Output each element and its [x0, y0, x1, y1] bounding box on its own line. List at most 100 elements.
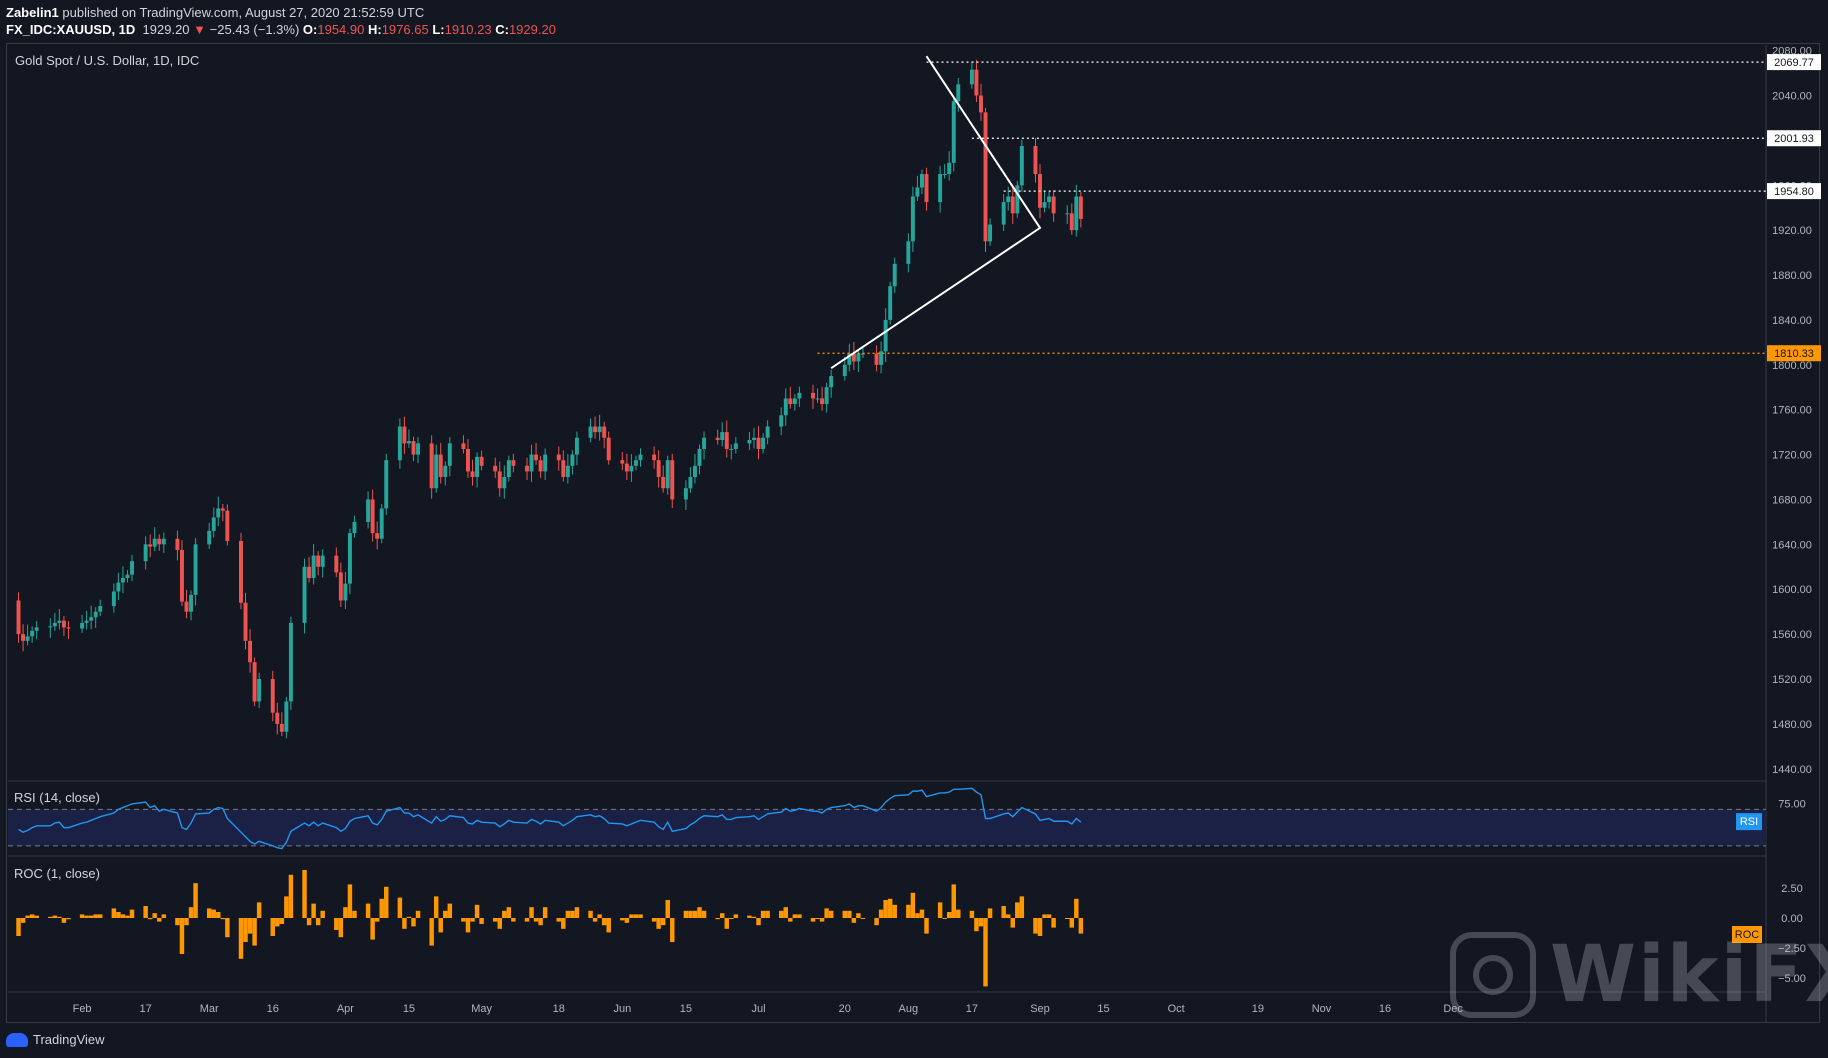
roc-bar — [447, 903, 453, 918]
candle-body — [1019, 145, 1024, 186]
roc-bar — [288, 874, 294, 918]
candle-body — [702, 437, 707, 449]
candle-body — [570, 454, 575, 466]
roc-bar — [956, 909, 961, 918]
roc-bar — [88, 915, 94, 918]
roc-bar — [1042, 914, 1047, 918]
candle-body — [969, 69, 974, 85]
candle-body — [370, 499, 375, 534]
roc-bar — [120, 914, 126, 918]
x-tick-label: 16 — [267, 1003, 279, 1015]
roc-bar — [1015, 902, 1020, 918]
candle-body — [606, 437, 611, 461]
x-tick-label: Sep — [1030, 1003, 1050, 1015]
roc-bar — [243, 918, 248, 942]
candle-body — [906, 241, 911, 264]
candle-body — [683, 488, 688, 500]
roc-bar — [651, 918, 657, 922]
candle-body — [661, 477, 666, 489]
author-name[interactable]: Zabelin1 — [6, 5, 59, 20]
candle-body — [856, 353, 861, 362]
candle-body — [756, 437, 761, 449]
candle-body — [84, 620, 89, 623]
candle-body — [752, 437, 756, 440]
roc-bar — [856, 913, 861, 918]
roc-bar — [429, 918, 434, 946]
candle-body — [148, 544, 153, 547]
candle-body — [820, 398, 825, 405]
rsi-pane-title: RSI (14, close) — [14, 790, 100, 805]
candle-body — [1010, 196, 1015, 214]
roc-bar — [443, 910, 448, 918]
candle-body — [879, 351, 884, 365]
roc-bar — [225, 918, 230, 938]
candle-body — [239, 540, 243, 603]
y-tick-label: 1800.00 — [1772, 360, 1812, 372]
roc-bar — [143, 906, 148, 918]
roc-bar — [910, 892, 916, 918]
candle-body — [851, 353, 856, 362]
candle-body — [152, 538, 157, 547]
roc-bar — [624, 918, 630, 923]
candle-body — [874, 353, 879, 365]
main-pane-title: Gold Spot / U.S. Dollar, 1D, IDC — [15, 53, 200, 68]
roc-bar — [729, 918, 734, 919]
roc-bar — [987, 908, 993, 918]
candle-body — [638, 454, 643, 461]
candle-body — [338, 572, 343, 601]
watermark: WikiFX — [1450, 930, 1828, 1020]
candle-body — [1033, 145, 1038, 175]
candle-body — [792, 398, 797, 405]
roc-bar — [338, 918, 344, 938]
roc-bar — [29, 914, 35, 918]
roc-bar — [461, 918, 466, 922]
candle-body — [847, 353, 852, 365]
tradingview-logo[interactable]: TradingView — [6, 1032, 105, 1047]
y-tick-label: 1720.00 — [1772, 450, 1812, 462]
candle-body — [416, 443, 421, 455]
y-tick-label: 1640.00 — [1772, 539, 1812, 551]
candle-body — [888, 286, 893, 320]
candle-body — [733, 443, 738, 449]
roc-bar — [629, 914, 634, 918]
candle-body — [434, 454, 439, 489]
roc-bar — [193, 883, 198, 918]
roc-bar — [98, 914, 103, 918]
candle-body — [116, 582, 121, 592]
x-tick-label: 15 — [680, 1003, 692, 1015]
roc-bar — [860, 918, 866, 919]
candle-body — [397, 426, 402, 461]
x-tick-label: Aug — [899, 1003, 919, 1015]
roc-bar — [284, 896, 289, 918]
candle-body — [1078, 196, 1083, 219]
roc-bar — [633, 914, 639, 918]
price-label-text: 1810.33 — [1774, 348, 1814, 360]
x-tick-label: Feb — [73, 1003, 92, 1015]
roc-bar — [701, 910, 707, 918]
roc-bar — [601, 918, 607, 926]
roc-bar — [157, 918, 162, 922]
roc-bar — [788, 918, 793, 922]
y-tick-label: 2040.00 — [1772, 90, 1812, 102]
x-tick-label: May — [471, 1003, 492, 1015]
roc-bar — [1001, 906, 1006, 918]
roc-bar — [125, 915, 130, 918]
price-change: −25.43 (−1.3%) — [209, 22, 300, 37]
candle-body — [620, 460, 625, 464]
x-tick-label: Oct — [1168, 1003, 1185, 1015]
roc-bar — [887, 898, 893, 918]
roc-bar — [365, 903, 371, 918]
roc-bar — [474, 904, 480, 918]
cloud-icon — [6, 1032, 28, 1047]
candle-body — [924, 174, 929, 203]
candle-body — [915, 187, 920, 197]
roc-bar — [851, 918, 857, 923]
roc-bar — [384, 886, 389, 918]
candle-body — [724, 432, 729, 449]
candle-body — [402, 426, 407, 444]
rsi-band — [8, 809, 1766, 846]
x-tick-label: Jul — [751, 1003, 765, 1015]
roc-bar — [302, 870, 307, 918]
candle-body — [16, 600, 21, 635]
